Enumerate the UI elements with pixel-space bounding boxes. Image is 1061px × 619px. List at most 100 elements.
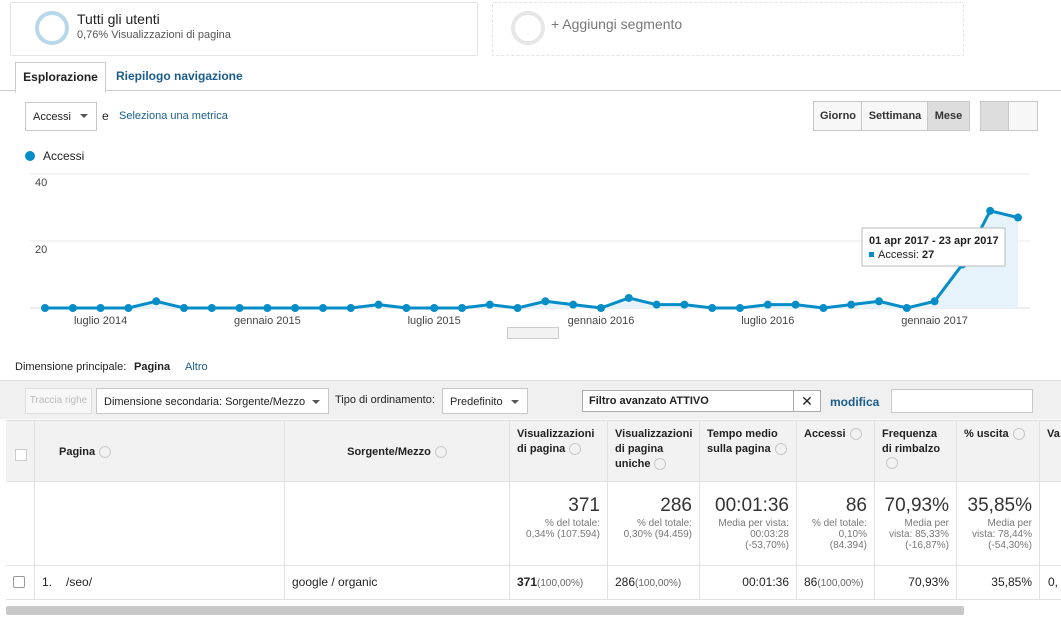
point <box>180 304 188 312</box>
line-chart-toggle[interactable] <box>980 101 1010 131</box>
row-cell: 00:01:36 <box>700 566 797 600</box>
row-value: 371 <box>517 575 538 589</box>
totals-cell <box>6 482 35 566</box>
point <box>624 293 633 302</box>
row-value: 00:01:36 <box>742 575 789 589</box>
point <box>485 300 494 309</box>
row-cell: 0, <box>1040 566 1061 600</box>
help-icon <box>774 443 787 456</box>
total-note: 0,34% (107.594) <box>526 529 600 540</box>
point <box>207 304 216 312</box>
segment-card[interactable]: Tutti gli utenti 0,76% Visualizzazioni d… <box>10 2 478 56</box>
header-label: Pagina <box>59 446 96 458</box>
help-icon <box>849 428 862 441</box>
header-label: Visualizzazioni di pagina uniche <box>615 428 693 470</box>
total-note: % del totale: <box>636 518 692 529</box>
point <box>319 304 327 312</box>
point <box>541 297 550 306</box>
filter-input[interactable]: Filtro avanzato ATTIVO <box>582 390 800 412</box>
total-value: 371 <box>568 495 600 516</box>
add-segment[interactable]: + Aggiungi segmento <box>492 2 964 56</box>
checkbox[interactable] <box>13 576 25 588</box>
totals-cell: 371 % del totale: 0,34% (107.594) <box>510 482 608 566</box>
header-label: Sorgente/Mezzo <box>347 446 431 458</box>
help-icon <box>569 443 582 456</box>
point <box>986 206 995 215</box>
header-cell: Frequenza di rimbalzo <box>875 420 957 482</box>
point <box>569 300 578 309</box>
total-value: 70,93% <box>884 495 949 516</box>
row-source: google / organic <box>292 575 378 589</box>
point <box>68 304 77 312</box>
header-cell: Visualizzazioni di pagina uniche <box>608 420 700 482</box>
checkbox[interactable] <box>15 449 27 461</box>
header-cell <box>6 420 35 482</box>
dimension-other[interactable]: Altro <box>185 361 208 373</box>
filter-edit[interactable]: modifica <box>830 395 880 409</box>
metric-joiner: e <box>102 109 109 123</box>
row-cell: 86(100,00%) <box>797 566 875 600</box>
sort-select[interactable]: Predefinito <box>442 388 528 414</box>
help-icon <box>654 458 667 471</box>
motion-chart-toggle[interactable] <box>1008 101 1038 131</box>
plot-rows-button[interactable]: Traccia righe <box>25 388 92 414</box>
point <box>819 304 828 312</box>
point <box>235 304 244 312</box>
period-button-active[interactable]: Mese <box>927 101 970 131</box>
y-tick-label: 40 <box>35 177 47 189</box>
point <box>708 304 717 312</box>
segment-detail: 0,76% Visualizzazioni di pagina <box>77 29 231 41</box>
period-button[interactable]: Giorno <box>813 101 863 131</box>
legend-marker <box>25 151 35 161</box>
tab-active[interactable]: Esplorazione <box>15 62 106 93</box>
point <box>930 297 939 306</box>
point <box>291 304 300 312</box>
totals-cell <box>285 482 510 566</box>
totals-cell <box>35 482 285 566</box>
point <box>346 304 355 312</box>
row-value: 0, <box>1047 575 1058 589</box>
row-value: 70,93% <box>908 575 949 589</box>
point <box>430 304 439 312</box>
scrollbar[interactable] <box>6 606 964 615</box>
chart-resize[interactable] <box>507 327 559 339</box>
metric-link[interactable]: Seleziona una metrica <box>119 110 228 122</box>
row-share: (100,00%) <box>635 578 682 589</box>
tooltip-marker <box>869 252 874 257</box>
total-note: 0,30% (94.459) <box>623 529 692 540</box>
point <box>152 297 161 306</box>
tab[interactable]: Riepilogo navigazione <box>116 69 243 83</box>
y-tick-label: 20 <box>35 244 47 256</box>
header-cell: Visualizzazioni di pagina <box>510 420 608 482</box>
metric-select[interactable]: Accessi <box>25 102 97 131</box>
filter-clear[interactable]: ✕ <box>793 390 821 412</box>
period-button[interactable]: Settimana <box>861 101 929 131</box>
totals-cell: 86 % del totale: 0,10% (84.394) <box>797 482 875 566</box>
help-icon <box>99 446 112 459</box>
row-cell: google / organic <box>285 566 510 600</box>
x-tick-label: luglio 2015 <box>408 315 461 327</box>
point <box>736 304 744 312</box>
row-cell: 70,93% <box>875 566 957 600</box>
tooltip-value: 27 <box>922 249 934 261</box>
row-cell <box>6 566 35 600</box>
chart: Accessi 20 40 luglio 2014 gennaio 2015 luglio… <box>25 149 1030 327</box>
point <box>41 304 49 312</box>
totals-cell: 70,93% Media per vista: 85,33% (-16,87%) <box>875 482 957 566</box>
point <box>847 300 856 309</box>
row-cell: 286(100,00%) <box>608 566 700 600</box>
data-table: Pagina Sorgente/Mezzo Visualizzazioni di p… <box>6 420 1061 602</box>
total-note: Media per <box>904 518 949 529</box>
header-label: % uscita <box>964 428 1009 440</box>
dimension-selected[interactable]: Pagina <box>134 361 171 373</box>
view-switcher[interactable] <box>891 389 1033 413</box>
secondary-dimension[interactable]: Dimensione secondaria: Sorgente/Mezzo <box>96 388 329 414</box>
dimension-label: Dimensione principale: <box>15 361 127 373</box>
total-value: 00:01:36 <box>715 495 789 516</box>
tab-rule <box>0 90 1061 91</box>
page-link[interactable]: /seo/ <box>66 575 93 589</box>
row-share: (100,00%) <box>817 578 864 589</box>
point <box>402 304 411 312</box>
row-cell: 35,85% <box>957 566 1040 600</box>
point <box>597 304 605 312</box>
